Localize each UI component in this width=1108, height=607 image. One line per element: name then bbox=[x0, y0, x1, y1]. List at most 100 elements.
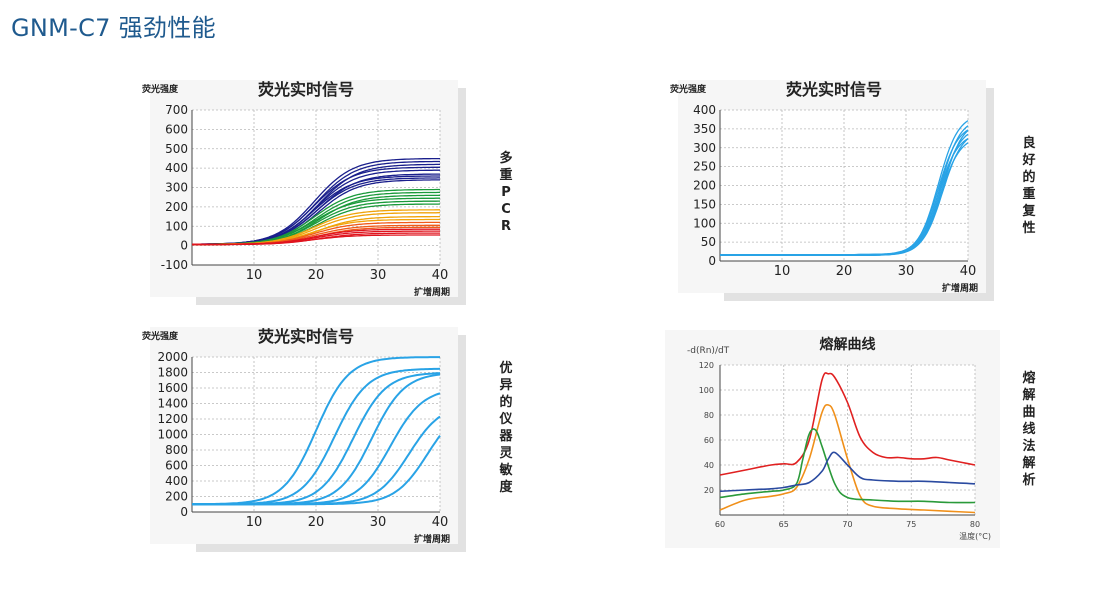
y-tick-label: 200 bbox=[165, 490, 188, 504]
side-label-char: 线 bbox=[1022, 422, 1036, 437]
side-label-char: P bbox=[501, 185, 511, 200]
side-label-melt: 熔解曲线法解析 bbox=[1020, 370, 1038, 489]
y-tick-label: 250 bbox=[693, 160, 716, 174]
y-tick-label: 350 bbox=[693, 122, 716, 136]
y-axis-label: 荧光强度 bbox=[142, 83, 179, 95]
y-tick-label: -100 bbox=[161, 258, 188, 272]
x-tick-label: 20 bbox=[836, 264, 853, 279]
y-tick-label: 50 bbox=[701, 235, 716, 249]
x-axis-label: 扩增周期 bbox=[942, 282, 978, 294]
series-line bbox=[719, 403, 976, 514]
chart-title: 荧光实时信号 bbox=[786, 80, 882, 99]
side-label-char: 解 bbox=[1022, 456, 1036, 471]
side-label-char: 器 bbox=[499, 429, 513, 444]
x-tick-label: 10 bbox=[774, 264, 791, 279]
side-label-char: 度 bbox=[499, 480, 513, 495]
chart-panel-repeatability: 荧光实时信号 荧光强度扩增周期 0 50 100 150 200 250 300 350 400 10… bbox=[668, 75, 998, 301]
side-label-char: 解 bbox=[1022, 388, 1036, 403]
page-title: GNM-C7 强劲性能 bbox=[11, 14, 216, 42]
chart-panel-multiplex: 荧光实时信号 荧光强度 扩增周期 -100 0 100 200 300 400 500 600 700… bbox=[140, 75, 470, 305]
side-label-char: 好 bbox=[1022, 153, 1036, 168]
y-tick-label: 2000 bbox=[157, 350, 188, 364]
series-line bbox=[192, 435, 441, 506]
side-label-char: 的 bbox=[1022, 170, 1036, 185]
y-tick-label: 1000 bbox=[157, 428, 188, 442]
side-label-char: 敏 bbox=[499, 463, 513, 478]
y-tick-label: 100 bbox=[693, 216, 716, 230]
side-label-char: 重 bbox=[1022, 187, 1036, 202]
y-tick-label: 200 bbox=[165, 200, 188, 214]
y-tick-label: 150 bbox=[693, 197, 716, 211]
x-tick-label: 80 bbox=[970, 520, 980, 529]
side-label-char: 良 bbox=[1022, 136, 1036, 151]
y-tick-label: 600 bbox=[165, 459, 188, 473]
y-tick-label: 0 bbox=[180, 239, 188, 253]
side-label-char: 法 bbox=[1022, 439, 1036, 454]
y-tick-label: 300 bbox=[165, 181, 188, 195]
x-tick-label: 70 bbox=[842, 520, 852, 529]
y-tick-label: 200 bbox=[693, 179, 716, 193]
y-tick-label: 700 bbox=[165, 103, 188, 117]
x-axis-label: 扩增周期 bbox=[414, 286, 450, 298]
x-tick-label: 30 bbox=[370, 268, 387, 283]
y-tick-label: 400 bbox=[165, 474, 188, 488]
chart-title: 熔解曲线 bbox=[820, 336, 876, 353]
y-tick-label: 1600 bbox=[157, 381, 188, 395]
series-line bbox=[719, 451, 976, 493]
y-tick-label: 20 bbox=[704, 486, 714, 495]
y-tick-label: 60 bbox=[704, 436, 714, 445]
side-label-char: 异 bbox=[499, 378, 513, 393]
x-tick-label: 40 bbox=[432, 268, 449, 283]
x-tick-label: 20 bbox=[308, 515, 325, 530]
side-label-char: 重 bbox=[499, 168, 513, 183]
side-label-char: 性 bbox=[1022, 221, 1036, 236]
y-axis-label: -d(Rn)/dT bbox=[687, 346, 730, 356]
y-axis-label: 荧光强度 bbox=[670, 83, 707, 95]
x-tick-label: 10 bbox=[246, 268, 263, 283]
chart-title: 荧光实时信号 bbox=[258, 327, 354, 346]
side-label-char: 灵 bbox=[499, 446, 513, 461]
y-tick-label: 0 bbox=[708, 254, 716, 268]
y-tick-label: 400 bbox=[693, 103, 716, 117]
y-tick-label: 1200 bbox=[157, 412, 188, 426]
y-tick-label: 40 bbox=[704, 461, 714, 470]
side-label-char: R bbox=[500, 219, 511, 234]
chart-title: 荧光实时信号 bbox=[258, 80, 354, 99]
y-tick-label: 100 bbox=[165, 219, 188, 233]
series-line bbox=[720, 138, 969, 256]
side-label-char: 熔 bbox=[1022, 371, 1036, 386]
series-group bbox=[720, 120, 969, 256]
y-tick-label: 120 bbox=[699, 361, 714, 370]
side-label-char: 曲 bbox=[1022, 405, 1036, 420]
chart-melt: 熔解曲线 -d(Rn)/dT 温度(°C) 20 40 60 80 100 120 60 65 70 7… bbox=[665, 330, 1000, 548]
series-line bbox=[192, 234, 440, 245]
x-tick-label: 10 bbox=[246, 515, 263, 530]
x-tick-label: 65 bbox=[779, 520, 789, 529]
side-label-char: 多 bbox=[499, 151, 513, 166]
x-tick-label: 30 bbox=[370, 515, 387, 530]
chart-panel-sensitivity: 荧光实时信号 荧光强度 扩增周期 0 200 400 600 800 1000 1200 1400 1… bbox=[140, 322, 470, 552]
y-tick-label: 0 bbox=[180, 505, 188, 519]
y-tick-label: 800 bbox=[165, 443, 188, 457]
side-label-sensitivity: 优异的仪器灵敏度 bbox=[497, 360, 515, 496]
y-tick-label: 600 bbox=[165, 122, 188, 136]
y-tick-label: 300 bbox=[693, 141, 716, 155]
side-label-char: 的 bbox=[499, 395, 513, 410]
x-tick-label: 20 bbox=[308, 268, 325, 283]
x-axis-label: 温度(°C) bbox=[959, 531, 991, 541]
y-tick-label: 80 bbox=[704, 411, 714, 420]
side-label-char: 优 bbox=[499, 361, 513, 376]
chart-panel-melt: 熔解曲线 -d(Rn)/dT 温度(°C) 20 40 60 80 100 120 60 65 70 7… bbox=[665, 330, 1000, 550]
side-label-char: 仪 bbox=[499, 412, 513, 427]
y-tick-label: 500 bbox=[165, 142, 188, 156]
side-label-repeatability: 良好的重复性 bbox=[1020, 135, 1038, 237]
y-tick-label: 1400 bbox=[157, 397, 188, 411]
y-axis-label: 荧光强度 bbox=[142, 330, 179, 342]
y-tick-label: 100 bbox=[699, 386, 714, 395]
x-tick-label: 60 bbox=[715, 520, 725, 529]
x-tick-label: 30 bbox=[898, 264, 915, 279]
side-label-char: 复 bbox=[1022, 204, 1036, 219]
